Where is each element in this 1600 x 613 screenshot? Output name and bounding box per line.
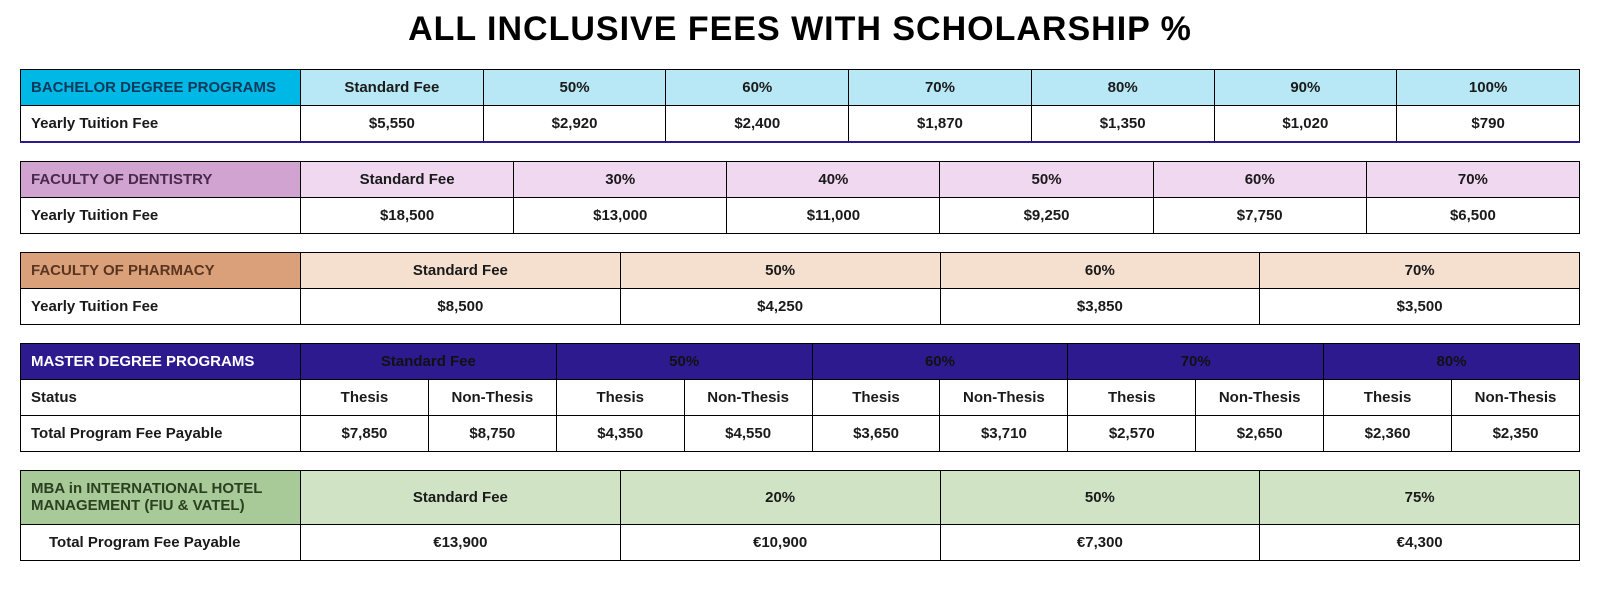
cell: $4,550 xyxy=(684,415,812,451)
col-header: 75% xyxy=(1260,470,1580,524)
cell: $9,250 xyxy=(940,197,1153,233)
col-header: 70% xyxy=(1260,252,1580,288)
cell: €4,300 xyxy=(1260,524,1580,560)
col-header: 50% xyxy=(620,252,940,288)
col-header: Standard Fee xyxy=(301,252,621,288)
row-label: Yearly Tuition Fee xyxy=(21,106,301,142)
bachelor-table: BACHELOR DEGREE PROGRAMS Standard Fee 50… xyxy=(20,69,1580,143)
pharmacy-table: FACULTY OF PHARMACY Standard Fee 50% 60%… xyxy=(20,252,1580,325)
page-title: ALL INCLUSIVE FEES WITH SCHOLARSHIP % xyxy=(20,10,1580,49)
col-header: 60% xyxy=(812,343,1068,379)
col-header: 50% xyxy=(556,343,812,379)
subheader: Thesis xyxy=(1068,379,1196,415)
col-header: Standard Fee xyxy=(301,70,484,106)
subheader: Thesis xyxy=(556,379,684,415)
col-header: 50% xyxy=(940,161,1153,197)
col-header: Standard Fee xyxy=(301,470,621,524)
row-label: Status xyxy=(21,379,301,415)
subheader: Non-Thesis xyxy=(940,379,1068,415)
cell: $3,500 xyxy=(1260,288,1580,324)
col-header: 60% xyxy=(666,70,849,106)
row-label: Yearly Tuition Fee xyxy=(21,197,301,233)
row-label: Total Program Fee Payable xyxy=(21,524,301,560)
cell: $2,350 xyxy=(1452,415,1580,451)
row-label: Yearly Tuition Fee xyxy=(21,288,301,324)
cell: $7,750 xyxy=(1153,197,1366,233)
cell: $2,360 xyxy=(1324,415,1452,451)
cell: $8,500 xyxy=(301,288,621,324)
col-header: 50% xyxy=(940,470,1260,524)
cell: $790 xyxy=(1397,106,1580,142)
cell: €13,900 xyxy=(301,524,621,560)
col-header: 50% xyxy=(483,70,666,106)
cell: $8,750 xyxy=(428,415,556,451)
pharmacy-title: FACULTY OF PHARMACY xyxy=(21,252,301,288)
cell: $1,350 xyxy=(1031,106,1214,142)
mba-table: MBA in INTERNATIONAL HOTEL MANAGEMENT (F… xyxy=(20,470,1580,561)
col-header: 70% xyxy=(849,70,1032,106)
col-header: 80% xyxy=(1324,343,1580,379)
col-header: 60% xyxy=(1153,161,1366,197)
subheader: Non-Thesis xyxy=(684,379,812,415)
cell: $2,570 xyxy=(1068,415,1196,451)
cell: $11,000 xyxy=(727,197,940,233)
col-header: 70% xyxy=(1366,161,1579,197)
subheader: Thesis xyxy=(301,379,429,415)
cell: $13,000 xyxy=(514,197,727,233)
cell: $2,650 xyxy=(1196,415,1324,451)
dentistry-title: FACULTY OF DENTISTRY xyxy=(21,161,301,197)
master-table: MASTER DEGREE PROGRAMS Standard Fee 50% … xyxy=(20,343,1580,452)
subheader: Non-Thesis xyxy=(1452,379,1580,415)
master-title: MASTER DEGREE PROGRAMS xyxy=(21,343,301,379)
cell: $3,850 xyxy=(940,288,1260,324)
cell: $1,020 xyxy=(1214,106,1397,142)
mba-title: MBA in INTERNATIONAL HOTEL MANAGEMENT (F… xyxy=(21,470,301,524)
col-header: 40% xyxy=(727,161,940,197)
col-header: 20% xyxy=(620,470,940,524)
col-header: 100% xyxy=(1397,70,1580,106)
col-header: 30% xyxy=(514,161,727,197)
col-header: Standard Fee xyxy=(301,343,557,379)
cell: $2,920 xyxy=(483,106,666,142)
col-header: 80% xyxy=(1031,70,1214,106)
subheader: Non-Thesis xyxy=(1196,379,1324,415)
cell: $3,650 xyxy=(812,415,940,451)
row-label: Total Program Fee Payable xyxy=(21,415,301,451)
cell: $2,400 xyxy=(666,106,849,142)
col-header: 60% xyxy=(940,252,1260,288)
cell: €7,300 xyxy=(940,524,1260,560)
cell: $4,250 xyxy=(620,288,940,324)
bachelor-title: BACHELOR DEGREE PROGRAMS xyxy=(21,70,301,106)
cell: $5,550 xyxy=(301,106,484,142)
cell: $3,710 xyxy=(940,415,1068,451)
cell: $6,500 xyxy=(1366,197,1579,233)
subheader: Thesis xyxy=(812,379,940,415)
cell: $1,870 xyxy=(849,106,1032,142)
dentistry-table: FACULTY OF DENTISTRY Standard Fee 30% 40… xyxy=(20,161,1580,234)
cell: $7,850 xyxy=(301,415,429,451)
cell: $18,500 xyxy=(301,197,514,233)
cell: $4,350 xyxy=(556,415,684,451)
col-header: 90% xyxy=(1214,70,1397,106)
col-header: Standard Fee xyxy=(301,161,514,197)
subheader: Non-Thesis xyxy=(428,379,556,415)
col-header: 70% xyxy=(1068,343,1324,379)
subheader: Thesis xyxy=(1324,379,1452,415)
cell: €10,900 xyxy=(620,524,940,560)
